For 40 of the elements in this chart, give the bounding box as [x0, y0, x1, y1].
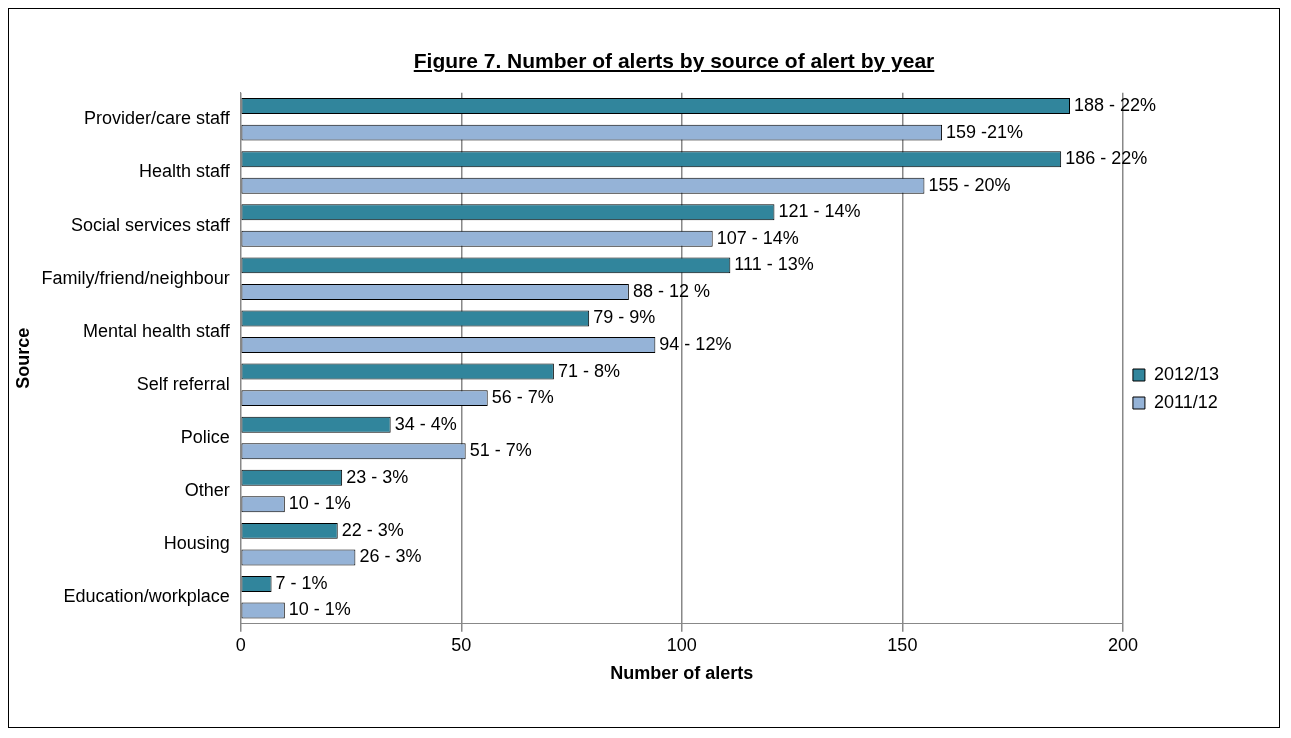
data-label: 71 - 8% [557, 360, 620, 381]
y-tick-label: Self referral [136, 373, 230, 394]
y-tick-label: Housing [163, 533, 230, 554]
data-label: 23 - 3% [346, 466, 409, 487]
chart-title: Figure 7. Number of alerts by source of alert by year [412, 49, 936, 73]
data-label: 188 - 22% [1074, 95, 1157, 116]
data-label: 111 - 13% [734, 254, 814, 275]
data-label: 107 - 14% [716, 227, 799, 248]
data-label: 22 - 3% [341, 519, 404, 540]
data-label: 51 - 7% [469, 440, 532, 461]
y-tick-label: Police [180, 426, 230, 447]
data-label: 56 - 7% [491, 387, 554, 408]
legend-label: 2011/12 [1153, 391, 1218, 412]
y-tick-label: Provider/care staff [83, 108, 231, 129]
data-label: 34 - 4% [394, 413, 457, 434]
y-tick-label: Family/friend/neighbour [41, 267, 230, 288]
y-tick-label: Mental health staff [82, 320, 231, 341]
data-label: 7 - 1% [275, 572, 328, 593]
data-label: 121 - 14% [778, 201, 861, 222]
data-label: 94 - 12% [659, 333, 732, 354]
data-label: 26 - 3% [359, 546, 422, 567]
data-label: 155 - 20% [928, 174, 1011, 195]
data-label: 159 -21% [946, 121, 1024, 142]
x-axis-title: Number of alerts [610, 663, 754, 684]
y-axis-title: Source [12, 327, 33, 389]
x-tick-label: 200 [1107, 634, 1138, 655]
x-tick-label: 50 [451, 634, 472, 655]
data-label: 10 - 1% [288, 493, 351, 514]
y-tick-label: Health staff [138, 161, 231, 182]
legend-label: 2012/13 [1153, 363, 1220, 384]
y-tick-label: Social services staff [70, 214, 231, 235]
data-label: 88 - 12 % [632, 280, 710, 301]
x-tick-label: 100 [666, 634, 697, 655]
y-tick-label: Other [184, 480, 230, 501]
data-label: 10 - 1% [288, 599, 351, 620]
x-tick-label: 0 [235, 634, 246, 655]
data-label: 79 - 9% [593, 307, 656, 328]
x-tick-label: 150 [887, 634, 918, 655]
y-tick-label: Education/workplace [63, 586, 230, 607]
data-label: 186 - 22% [1065, 148, 1148, 169]
